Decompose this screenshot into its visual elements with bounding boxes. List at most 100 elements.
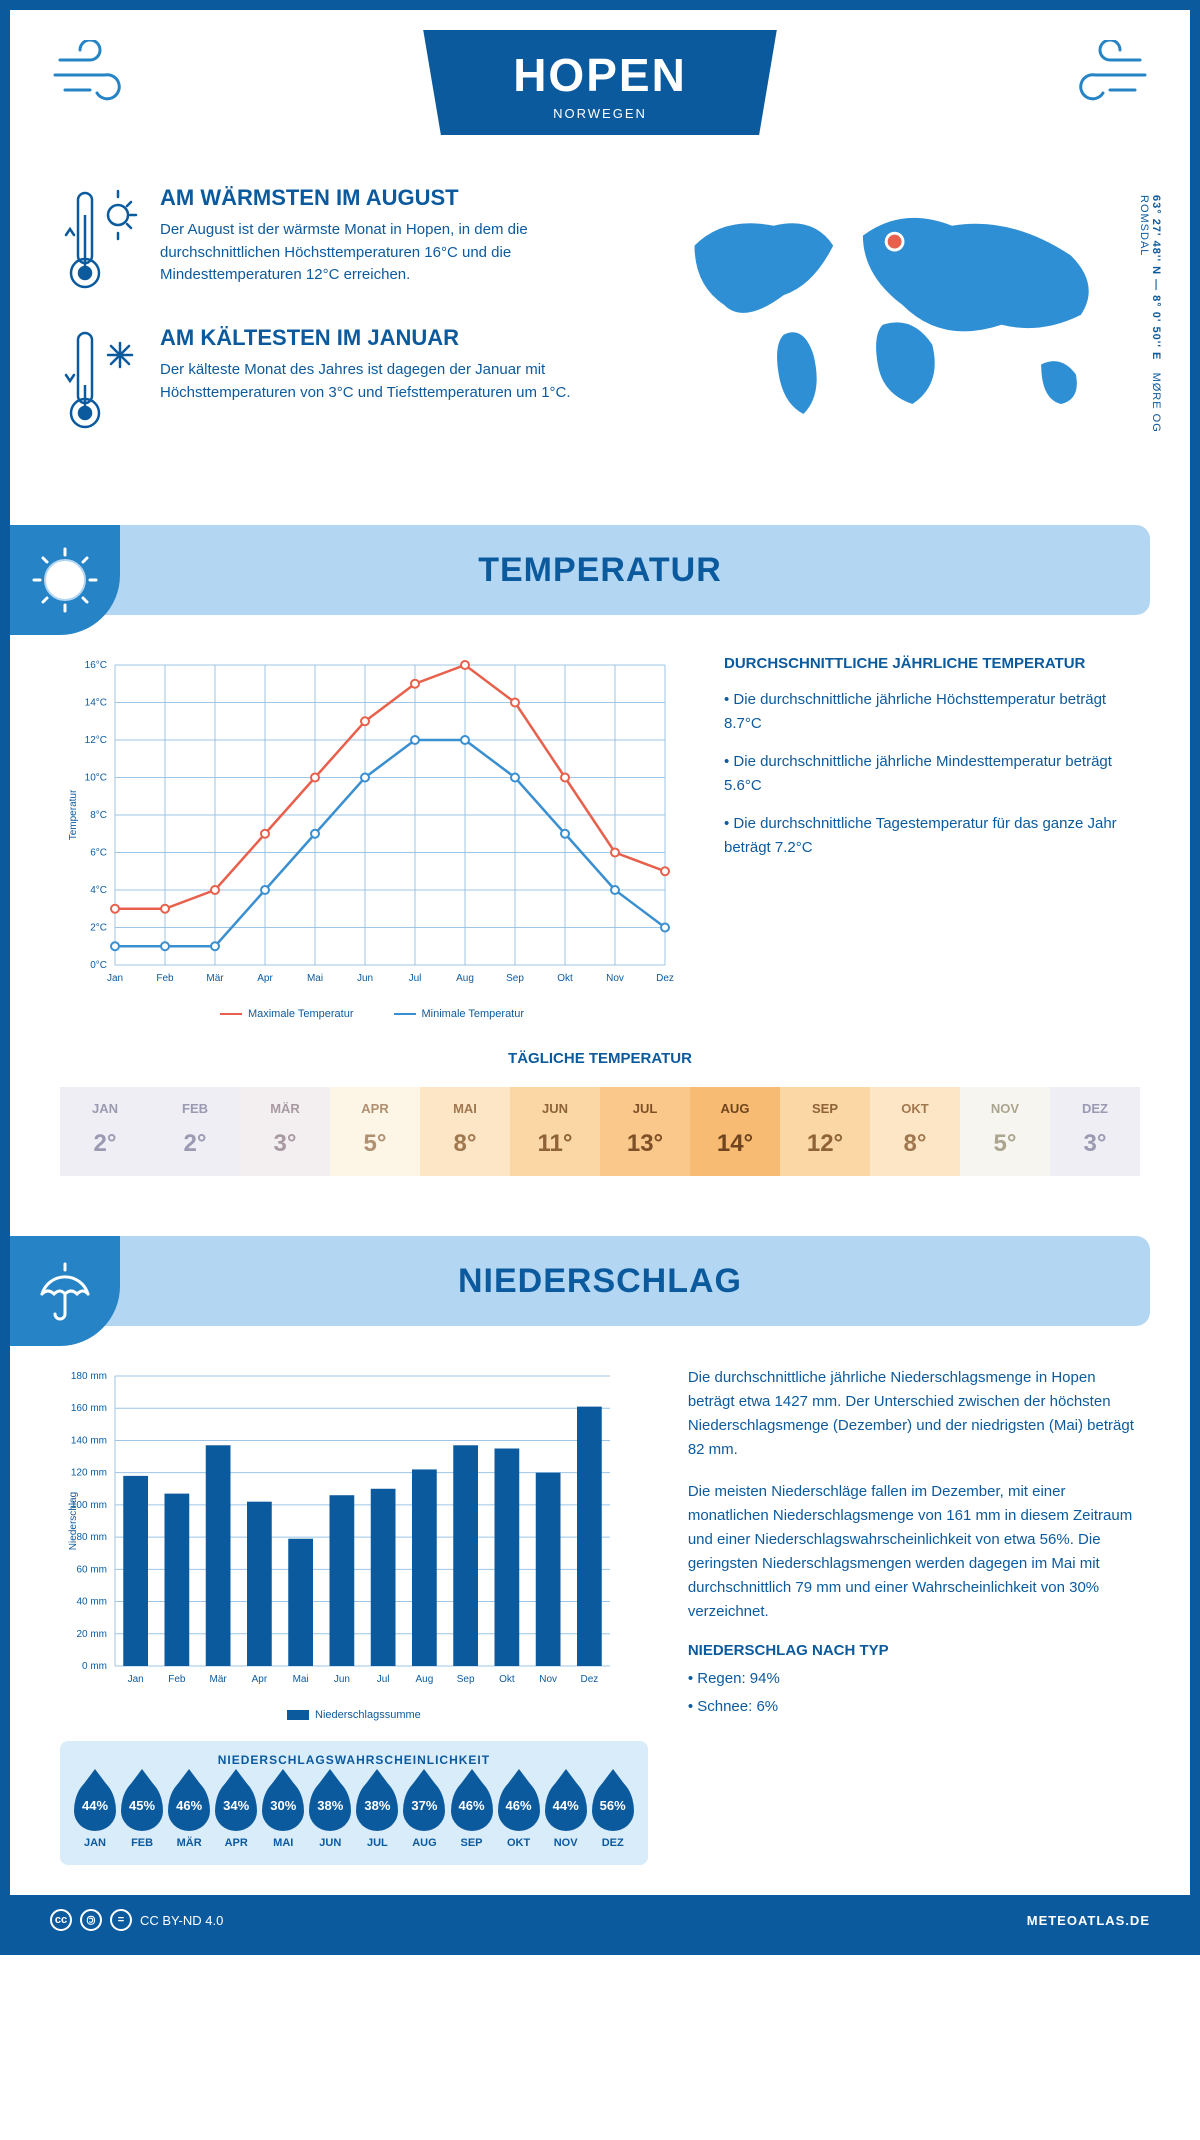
wind-icon-right (1060, 40, 1150, 115)
svg-text:Sep: Sep (457, 1674, 475, 1685)
coldest-text: Der kälteste Monat des Jahres ist dagege… (160, 359, 605, 404)
svg-text:Mai: Mai (307, 973, 323, 984)
svg-text:180 mm: 180 mm (71, 1371, 107, 1382)
prob-drop: 56%DEZ (592, 1779, 634, 1849)
svg-text:Okt: Okt (499, 1674, 515, 1685)
svg-text:Aug: Aug (415, 1674, 433, 1685)
svg-text:4°C: 4°C (90, 885, 107, 896)
prob-drop: 45%FEB (121, 1779, 163, 1849)
nd-icon: = (110, 1909, 132, 1931)
info-row: AM WÄRMSTEN IM AUGUST Der August ist der… (10, 185, 1190, 505)
precip-p2: Die meisten Niederschläge fallen im Deze… (688, 1480, 1140, 1624)
svg-text:40 mm: 40 mm (76, 1597, 107, 1608)
prob-drop: 37%AUG (403, 1779, 445, 1849)
svg-text:Mai: Mai (293, 1674, 309, 1685)
temp-cell: OKT8° (870, 1087, 960, 1176)
warmest-text: Der August ist der wärmste Monat in Hope… (160, 219, 605, 287)
warmest-title: AM WÄRMSTEN IM AUGUST (160, 185, 605, 211)
precip-section-header: NIEDERSCHLAG (50, 1236, 1150, 1326)
temp-cell: FEB2° (150, 1087, 240, 1176)
cc-icon: cc (50, 1909, 72, 1931)
prob-drop: 38%JUL (356, 1779, 398, 1849)
svg-text:Mär: Mär (210, 1674, 228, 1685)
prob-drop: 46%SEP (451, 1779, 493, 1849)
world-map: 63° 27' 48'' N — 8° 0' 50'' E MØRE OG RO… (645, 185, 1140, 465)
svg-text:0 mm: 0 mm (82, 1661, 107, 1672)
temp-cell: DEZ3° (1050, 1087, 1140, 1176)
prob-drop: 30%MAI (262, 1779, 304, 1849)
precip-legend: Niederschlagssumme (60, 1709, 648, 1721)
coordinates: 63° 27' 48'' N — 8° 0' 50'' E MØRE OG RO… (1138, 195, 1162, 465)
temp-cell: MAI8° (420, 1087, 510, 1176)
temp-cell: MÄR3° (240, 1087, 330, 1176)
prob-drop: 46%MÄR (168, 1779, 210, 1849)
title-banner: HOPEN NORWEGEN (423, 30, 777, 135)
precip-type-heading: NIEDERSCHLAG NACH TYP (688, 1642, 1140, 1659)
svg-text:Jul: Jul (409, 973, 422, 984)
temp-heading: TEMPERATUR (478, 551, 722, 590)
temp-cell: AUG14° (690, 1087, 780, 1176)
temp-info-p3: • Die durchschnittliche Tagestemperatur … (724, 812, 1140, 860)
header: HOPEN NORWEGEN (10, 10, 1190, 185)
svg-text:12°C: 12°C (85, 735, 107, 746)
site-name: METEOATLAS.DE (1027, 1913, 1150, 1928)
prob-drops: 44%JAN45%FEB46%MÄR34%APR30%MAI38%JUN38%J… (74, 1779, 634, 1849)
svg-text:Mär: Mär (206, 973, 224, 984)
temp-cell: JAN2° (60, 1087, 150, 1176)
location-title: HOPEN (513, 48, 687, 102)
prob-drop: 38%JUN (309, 1779, 351, 1849)
country-subtitle: NORWEGEN (513, 106, 687, 121)
temp-cell: APR5° (330, 1087, 420, 1176)
svg-text:14°C: 14°C (85, 698, 107, 709)
page: HOPEN NORWEGEN AM WÄRMSTEN IM AUGUST Der… (0, 0, 1200, 1955)
svg-text:Apr: Apr (252, 1674, 268, 1685)
svg-text:6°C: 6°C (90, 848, 107, 859)
svg-text:2°C: 2°C (90, 923, 107, 934)
daily-temp-heading: TÄGLICHE TEMPERATUR (60, 1050, 1140, 1067)
temp-cell: SEP12° (780, 1087, 870, 1176)
temp-legend: Maximale Temperatur Minimale Temperatur (60, 1008, 684, 1020)
precip-section: 0 mm20 mm40 mm60 mm80 mm100 mm120 mm140 … (10, 1356, 1190, 1895)
svg-text:Jun: Jun (334, 1674, 350, 1685)
svg-text:16°C: 16°C (85, 660, 107, 671)
prob-drop: 46%OKT (498, 1779, 540, 1849)
temp-cell: NOV5° (960, 1087, 1050, 1176)
svg-text:Niederschlag: Niederschlag (68, 1492, 79, 1550)
svg-text:120 mm: 120 mm (71, 1468, 107, 1479)
thermometer-snow-icon (60, 325, 140, 435)
precip-type1: • Regen: 94% (688, 1667, 1140, 1691)
precip-type2: • Schnee: 6% (688, 1695, 1140, 1719)
svg-text:Jul: Jul (377, 1674, 390, 1685)
temp-section: 0°C2°C4°C6°C8°C10°C12°C14°C16°CJanFebMär… (10, 645, 1190, 1050)
umbrella-icon (10, 1236, 120, 1346)
svg-text:Nov: Nov (539, 1674, 557, 1685)
svg-text:80 mm: 80 mm (76, 1532, 107, 1543)
svg-text:0°C: 0°C (90, 960, 107, 971)
temp-cell: JUN11° (510, 1087, 600, 1176)
by-icon: 🄯 (80, 1909, 102, 1931)
temp-info-p2: • Die durchschnittliche jährliche Mindes… (724, 750, 1140, 798)
daily-temp-grid: JAN2°FEB2°MÄR3°APR5°MAI8°JUN11°JUL13°AUG… (60, 1087, 1140, 1176)
svg-text:Aug: Aug (456, 973, 474, 984)
svg-text:Dez: Dez (580, 1674, 598, 1685)
prob-drop: 34%APR (215, 1779, 257, 1849)
svg-text:Jan: Jan (107, 973, 123, 984)
warmest-block: AM WÄRMSTEN IM AUGUST Der August ist der… (60, 185, 605, 295)
precip-heading: NIEDERSCHLAG (458, 1262, 742, 1301)
info-left: AM WÄRMSTEN IM AUGUST Der August ist der… (60, 185, 605, 465)
temp-chart: 0°C2°C4°C6°C8°C10°C12°C14°C16°CJanFebMär… (60, 655, 684, 1020)
svg-text:Temperatur: Temperatur (68, 789, 79, 840)
daily-temp: TÄGLICHE TEMPERATUR JAN2°FEB2°MÄR3°APR5°… (10, 1050, 1190, 1216)
coldest-block: AM KÄLTESTEN IM JANUAR Der kälteste Mona… (60, 325, 605, 435)
precip-p1: Die durchschnittliche jährliche Niedersc… (688, 1366, 1140, 1462)
svg-text:Feb: Feb (168, 1674, 186, 1685)
temp-cell: JUL13° (600, 1087, 690, 1176)
svg-text:8°C: 8°C (90, 810, 107, 821)
prob-drop: 44%JAN (74, 1779, 116, 1849)
coldest-title: AM KÄLTESTEN IM JANUAR (160, 325, 605, 351)
thermometer-sun-icon (60, 185, 140, 295)
precip-left: 0 mm20 mm40 mm60 mm80 mm100 mm120 mm140 … (60, 1366, 648, 1865)
temp-info-heading: DURCHSCHNITTLICHE JÄHRLICHE TEMPERATUR (724, 655, 1140, 672)
license: cc 🄯 = CC BY-ND 4.0 (50, 1909, 223, 1931)
license-text: CC BY-ND 4.0 (140, 1913, 223, 1928)
